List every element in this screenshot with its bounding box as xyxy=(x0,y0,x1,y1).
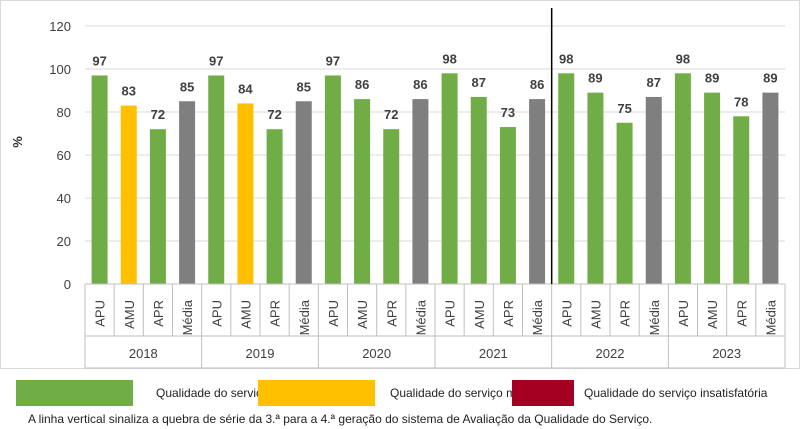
y-tick-label: 0 xyxy=(64,277,71,292)
bar xyxy=(91,75,108,284)
x-tick-label: APU xyxy=(209,300,224,327)
data-label: 86 xyxy=(530,77,544,92)
data-label: 98 xyxy=(559,51,573,66)
bar xyxy=(762,92,779,285)
legend-label-mediana: Qualidade do serviço mediana xyxy=(390,386,553,400)
footnote: A linha vertical sinaliza a quebra de sé… xyxy=(28,412,653,426)
data-label: 97 xyxy=(92,53,106,68)
bar xyxy=(179,101,196,284)
legend-label-insatisfatoria: Qualidade do serviço insatisfatória xyxy=(584,386,768,400)
y-tick-label: 120 xyxy=(49,19,71,34)
x-tick-label: APR xyxy=(384,300,399,327)
bar xyxy=(120,105,137,284)
group-label: 2021 xyxy=(479,346,508,361)
legend: Qualidade do serviço boa Qualidade do se… xyxy=(0,380,800,408)
bar xyxy=(558,73,575,284)
data-label: 89 xyxy=(763,71,777,86)
bar-chart: 0 20 40 60 80 100 120 97 APU 83 AMU 72 APR 85 Média 201… xyxy=(0,0,800,369)
x-tick-label: APR xyxy=(268,300,283,327)
bar xyxy=(645,96,662,284)
data-label: 97 xyxy=(209,53,223,68)
data-label: 98 xyxy=(676,51,690,66)
bar xyxy=(295,101,312,284)
data-label: 87 xyxy=(647,75,661,90)
bar xyxy=(354,99,371,284)
data-label: 89 xyxy=(588,71,602,86)
data-label: 85 xyxy=(297,79,311,94)
data-label: 73 xyxy=(501,105,515,120)
data-label: 83 xyxy=(122,84,136,99)
x-tick-label: APR xyxy=(618,300,633,327)
bar xyxy=(237,103,254,285)
bar xyxy=(149,129,166,284)
bar xyxy=(499,127,516,284)
group-label: 2020 xyxy=(362,346,391,361)
x-tick-label: Média xyxy=(297,299,312,335)
bar xyxy=(616,122,633,284)
x-tick-label: AMU xyxy=(355,300,370,329)
x-tick-label: AMU xyxy=(472,300,487,329)
y-axis-label: % xyxy=(10,136,25,148)
data-label: 72 xyxy=(151,107,165,122)
x-tick-label: APR xyxy=(151,300,166,327)
y-tick-label: 20 xyxy=(57,234,71,249)
x-tick-label: Média xyxy=(413,299,428,335)
x-tick-label: Média xyxy=(530,299,545,335)
bar xyxy=(324,75,341,284)
bar xyxy=(441,73,458,284)
x-tick-label: APR xyxy=(501,300,516,327)
group-label: 2023 xyxy=(712,346,741,361)
bar xyxy=(704,92,721,285)
x-tick-label: APU xyxy=(93,300,108,327)
y-tick-label: 40 xyxy=(57,191,71,206)
x-tick-label: Média xyxy=(763,299,778,335)
x-tick-label: APU xyxy=(676,300,691,327)
group-label: 2022 xyxy=(596,346,625,361)
data-label: 75 xyxy=(617,101,631,116)
bar xyxy=(470,96,487,284)
x-tick-label: APU xyxy=(326,300,341,327)
bar xyxy=(266,129,283,284)
data-label: 78 xyxy=(734,94,748,109)
data-label: 86 xyxy=(413,77,427,92)
data-label: 85 xyxy=(180,79,194,94)
group-label: 2019 xyxy=(246,346,275,361)
data-label: 72 xyxy=(267,107,281,122)
y-tick-label: 80 xyxy=(57,105,71,120)
data-label: 86 xyxy=(355,77,369,92)
x-tick-label: APR xyxy=(734,300,749,327)
x-tick-label: AMU xyxy=(238,300,253,329)
legend-swatch-insatisfatoria xyxy=(512,380,574,406)
x-tick-label: Média xyxy=(180,299,195,335)
bar xyxy=(733,116,750,284)
x-tick-label: AMU xyxy=(122,300,137,329)
x-tick-label: APU xyxy=(559,300,574,327)
bar xyxy=(383,129,400,284)
data-label: 98 xyxy=(442,51,456,66)
x-tick-label: AMU xyxy=(705,300,720,329)
bar xyxy=(674,73,691,284)
legend-swatch-mediana xyxy=(258,380,375,406)
x-tick-label: APU xyxy=(443,300,458,327)
data-label: 72 xyxy=(384,107,398,122)
bar xyxy=(412,99,429,284)
bar xyxy=(529,99,546,284)
y-tick-label: 100 xyxy=(49,62,71,77)
legend-swatch-boa xyxy=(16,380,133,406)
bar xyxy=(208,75,225,284)
x-tick-label: AMU xyxy=(588,300,603,329)
data-label: 97 xyxy=(326,53,340,68)
y-tick-label: 60 xyxy=(57,148,71,163)
data-label: 89 xyxy=(705,71,719,86)
data-label: 84 xyxy=(238,81,253,96)
x-tick-label: Média xyxy=(647,299,662,335)
group-label: 2018 xyxy=(129,346,158,361)
bar xyxy=(587,92,604,285)
data-label: 87 xyxy=(472,75,486,90)
